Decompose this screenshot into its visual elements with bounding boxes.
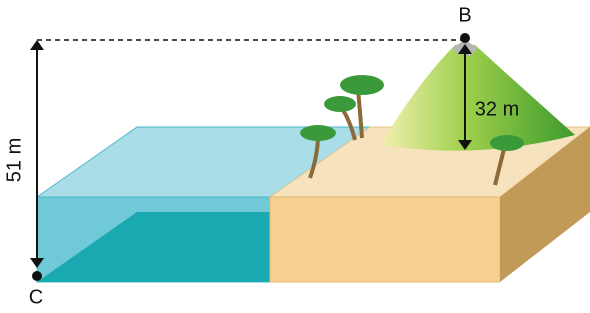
point-b xyxy=(460,33,470,43)
label-b: B xyxy=(458,4,471,26)
point-c xyxy=(32,271,42,281)
label-c: C xyxy=(29,286,43,308)
sand-front xyxy=(270,197,500,282)
label-total-height: 51 m xyxy=(3,138,25,182)
diagram: B C 51 m 32 m xyxy=(0,0,590,313)
arrow-head xyxy=(30,40,44,50)
label-mountain-height: 32 m xyxy=(475,98,519,120)
